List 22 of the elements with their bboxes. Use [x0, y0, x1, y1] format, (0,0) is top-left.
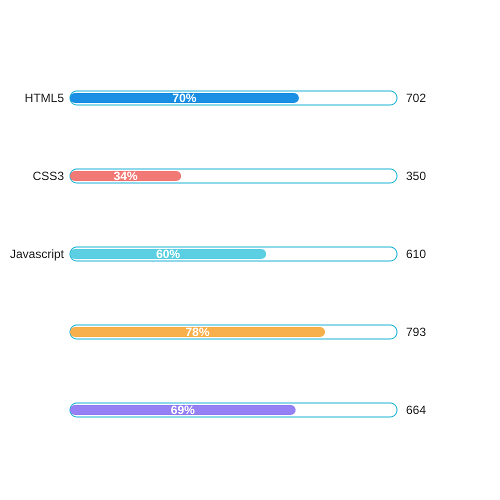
y2-tick-label: 664 [406, 403, 426, 418]
data-label: 69% [170, 403, 196, 418]
bar [70, 90, 398, 106]
data-label: 34% [114, 169, 138, 184]
y-tick-label: HTML5 [24, 91, 64, 106]
data-label: 70% [172, 91, 197, 106]
y-tick-label: Javascript [10, 247, 65, 262]
bar [70, 327, 326, 337]
y2-tick-label: 702 [406, 91, 426, 106]
y2-tick-label: 610 [406, 247, 426, 262]
bar [70, 246, 398, 262]
y2-tick-label: 793 [406, 325, 426, 340]
bar [70, 93, 299, 103]
data-label: 78% [186, 325, 210, 340]
y-tick-label: CSS3 [32, 169, 64, 184]
bar [70, 324, 398, 340]
bar [70, 168, 398, 184]
y2-tick-label: 350 [406, 169, 426, 184]
bar [70, 402, 398, 418]
bar [70, 249, 266, 259]
data-label: 60% [156, 247, 180, 262]
bar [70, 405, 296, 415]
